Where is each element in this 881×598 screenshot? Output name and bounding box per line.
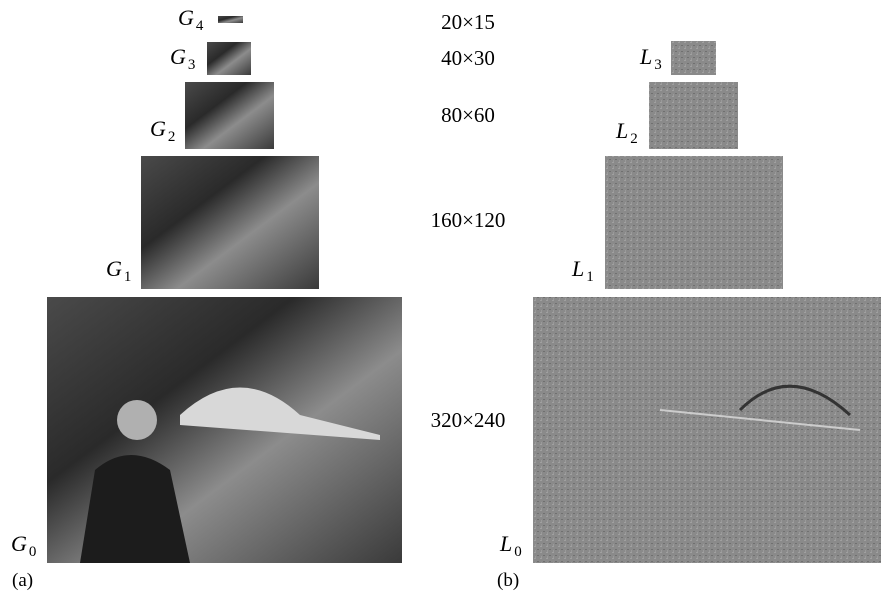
panel-label: (a) xyxy=(12,570,33,591)
label-part: G xyxy=(178,5,194,30)
size-label: 40×30 xyxy=(441,46,495,70)
image-l3 xyxy=(671,41,716,75)
label-part: G xyxy=(11,531,27,556)
label-part: L xyxy=(499,531,512,556)
image-l2 xyxy=(649,82,738,149)
gaussian-images xyxy=(47,16,402,563)
label-part: L xyxy=(639,44,652,69)
size-label: 20×15 xyxy=(441,10,495,34)
figure: G4 G3 G2 G1 G0 20×15 40×30 80×60 160×120… xyxy=(0,0,881,598)
label-part: 0 xyxy=(29,544,37,560)
panel-label: (b) xyxy=(497,570,519,591)
label-part: 2 xyxy=(630,131,638,147)
label-part: 3 xyxy=(188,57,196,73)
label-part: L xyxy=(615,118,628,143)
label-part: 3 xyxy=(654,57,662,73)
label-part: 2 xyxy=(168,129,176,145)
label-part: G xyxy=(170,44,186,69)
image-g2 xyxy=(185,82,274,149)
label-part: G xyxy=(150,116,166,141)
label-part: 4 xyxy=(196,18,204,34)
size-label: 80×60 xyxy=(441,103,495,127)
size-label: 320×240 xyxy=(431,408,506,432)
image-g1 xyxy=(141,156,319,289)
image-l1 xyxy=(605,156,783,289)
size-label: 160×120 xyxy=(431,208,506,232)
label-part: G xyxy=(106,256,122,281)
image-g4 xyxy=(218,16,243,23)
label-part: 1 xyxy=(586,269,594,285)
face xyxy=(117,400,157,440)
laplacian-images xyxy=(533,41,881,563)
label-part: 0 xyxy=(514,544,522,560)
image-g3 xyxy=(207,42,251,75)
label-part: L xyxy=(571,256,584,281)
image-l0 xyxy=(533,297,881,563)
label-part: 1 xyxy=(124,269,132,285)
